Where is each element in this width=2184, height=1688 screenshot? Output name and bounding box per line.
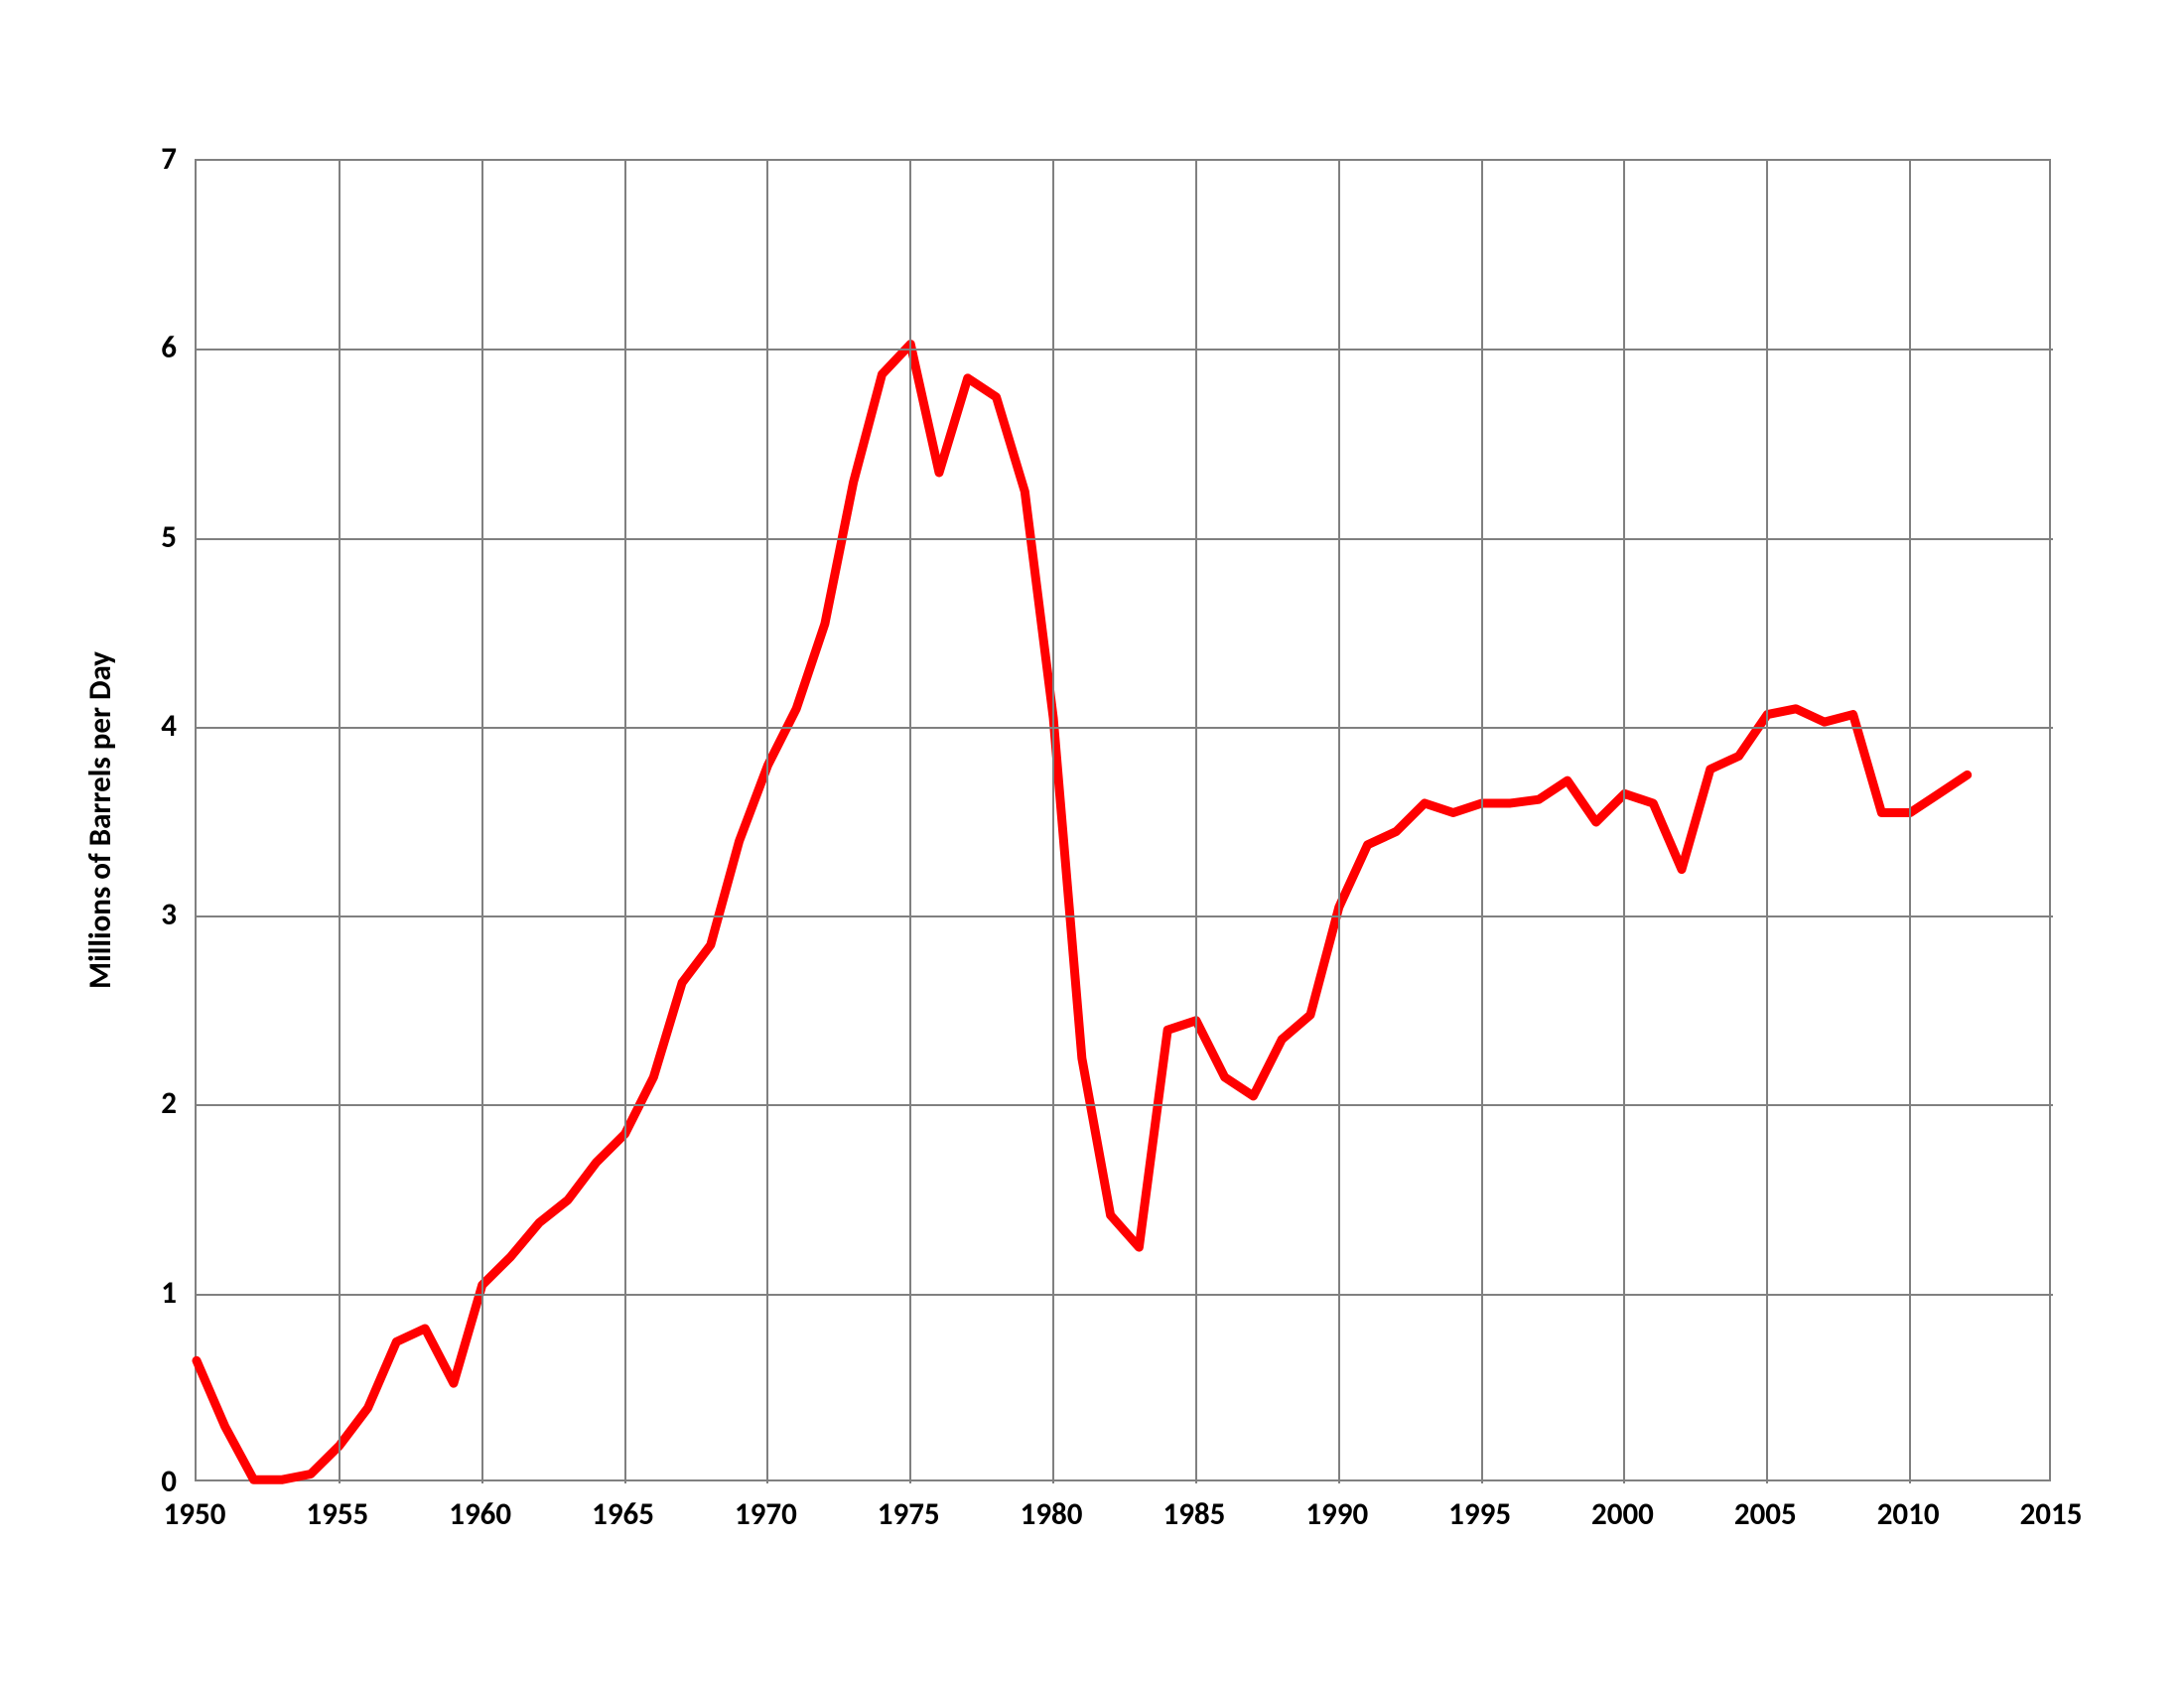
gridline-horizontal xyxy=(197,915,2053,917)
gridline-horizontal xyxy=(197,1294,2053,1296)
y-axis-title: Millions of Barrels per Day xyxy=(81,651,119,989)
x-tick-label: 1970 xyxy=(735,1495,797,1533)
gridline-vertical xyxy=(481,161,483,1483)
x-tick-label: 2015 xyxy=(2020,1495,2083,1533)
y-tick-label: 1 xyxy=(161,1274,177,1312)
gridline-vertical xyxy=(1623,161,1625,1483)
gridline-vertical xyxy=(1338,161,1340,1483)
y-tick-label: 7 xyxy=(161,140,177,178)
x-tick-label: 2000 xyxy=(1591,1495,1654,1533)
gridline-horizontal xyxy=(197,1104,2053,1106)
gridline-horizontal xyxy=(197,538,2053,540)
gridline-vertical xyxy=(909,161,911,1483)
gridline-vertical xyxy=(766,161,768,1483)
x-tick-label: 2005 xyxy=(1734,1495,1797,1533)
gridline-vertical xyxy=(1052,161,1054,1483)
gridline-vertical xyxy=(1909,161,1911,1483)
x-tick-label: 1955 xyxy=(306,1495,368,1533)
y-tick-label: 3 xyxy=(161,896,177,933)
x-tick-label: 1965 xyxy=(592,1495,654,1533)
x-tick-label: 1990 xyxy=(1305,1495,1368,1533)
gridline-horizontal xyxy=(197,727,2053,729)
series-line xyxy=(197,345,1968,1480)
x-tick-label: 1980 xyxy=(1021,1495,1083,1533)
gridline-vertical xyxy=(339,161,341,1483)
line-layer xyxy=(197,161,2053,1483)
chart-container: Millions of Barrels per Day 012345671950… xyxy=(0,0,2184,1688)
gridline-vertical xyxy=(1195,161,1197,1483)
y-tick-label: 6 xyxy=(161,329,177,366)
x-tick-label: 1995 xyxy=(1448,1495,1511,1533)
x-tick-label: 1960 xyxy=(449,1495,511,1533)
x-tick-label: 1985 xyxy=(1162,1495,1225,1533)
gridline-vertical xyxy=(1766,161,1768,1483)
y-tick-label: 2 xyxy=(161,1084,177,1122)
gridline-horizontal xyxy=(197,349,2053,351)
gridline-vertical xyxy=(624,161,626,1483)
gridline-vertical xyxy=(1481,161,1483,1483)
plot-area xyxy=(195,159,2051,1481)
x-tick-label: 2010 xyxy=(1877,1495,1940,1533)
y-tick-label: 4 xyxy=(161,707,177,745)
x-tick-label: 1975 xyxy=(878,1495,940,1533)
x-tick-label: 1950 xyxy=(164,1495,226,1533)
y-tick-label: 5 xyxy=(161,518,177,556)
page: Millions of Barrels per Day 012345671950… xyxy=(0,0,2184,1688)
